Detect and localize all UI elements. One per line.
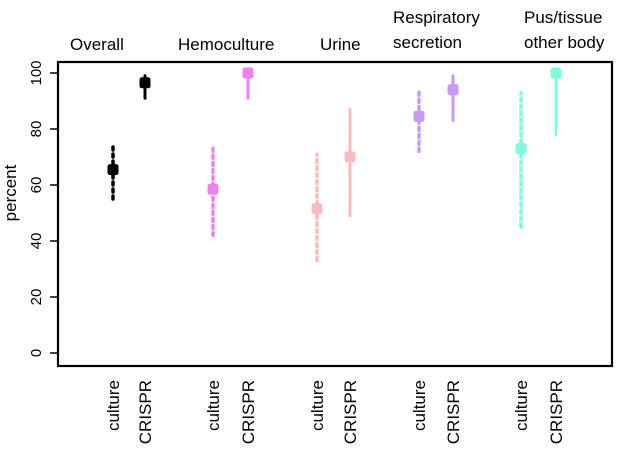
y-tick-label: 40: [28, 233, 45, 250]
method-label: culture: [308, 380, 327, 431]
group-title: Respiratory: [393, 8, 480, 27]
method-label: CRISPR: [547, 380, 566, 444]
point-marker: [107, 164, 119, 176]
y-tick-label: 0: [28, 349, 45, 357]
method-label: culture: [104, 380, 123, 431]
point-marker: [515, 143, 527, 155]
method-label: CRISPR: [239, 380, 258, 444]
point-marker: [413, 110, 425, 122]
method-label: CRISPR: [136, 380, 155, 444]
method-label: CRISPR: [444, 380, 463, 444]
y-tick-label: 60: [28, 177, 45, 194]
point-marker: [311, 203, 323, 215]
point-marker: [447, 84, 459, 96]
point-marker: [242, 67, 254, 79]
method-label: culture: [204, 380, 223, 431]
y-tick-label: 20: [28, 289, 45, 306]
point-marker: [139, 77, 151, 89]
group-title: Pus/tissue: [524, 8, 602, 27]
method-label: culture: [512, 380, 531, 431]
y-tick-label: 80: [28, 121, 45, 138]
method-label: culture: [410, 380, 429, 431]
point-marker: [207, 183, 219, 195]
group-title: Hemoculture: [178, 35, 274, 54]
group-title: Urine: [320, 35, 361, 54]
point-marker: [344, 151, 356, 163]
group-title: secretion: [393, 33, 462, 52]
y-axis-label: percent: [1, 164, 20, 221]
method-label: CRISPR: [341, 380, 360, 444]
y-tick-label: 100: [28, 60, 45, 85]
plot-frame: [56, 60, 614, 368]
group-title: other body: [524, 33, 605, 52]
point-marker: [550, 67, 562, 79]
group-title: Overall: [70, 35, 124, 54]
